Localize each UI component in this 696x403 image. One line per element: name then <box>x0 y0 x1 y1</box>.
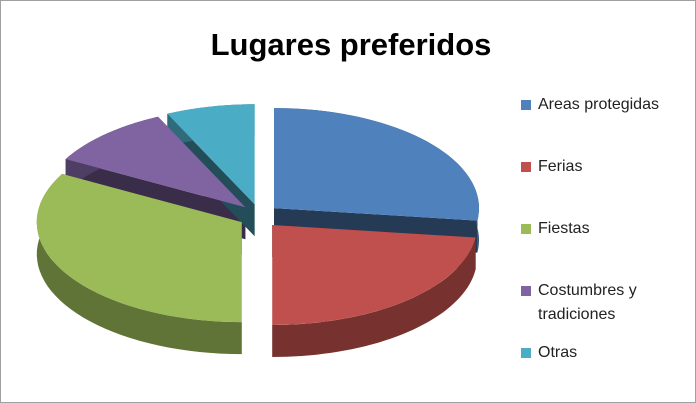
chart-title: Lugares preferidos <box>210 27 492 62</box>
pie-slice <box>65 116 246 208</box>
legend-swatch <box>521 100 531 110</box>
slice-side <box>272 237 476 357</box>
legend-swatch <box>521 348 531 358</box>
legend-label: Costumbres y tradiciones <box>538 282 637 323</box>
pie-slice <box>272 225 476 326</box>
slice-side <box>36 173 242 355</box>
legend-item: Ferias <box>521 155 691 179</box>
legend-label: Fiestas <box>538 220 590 237</box>
legend-label: Areas protegidas <box>538 96 659 113</box>
legend-item: Fiestas <box>521 217 691 241</box>
legend-item: Otras <box>521 341 691 365</box>
legend-swatch <box>521 162 531 172</box>
legend-label: Ferias <box>538 158 583 175</box>
legend-item: Areas protegidas <box>521 93 691 117</box>
legend-label: Otras <box>538 344 578 361</box>
pie-slice <box>167 104 255 205</box>
pie-slice <box>274 108 480 221</box>
legend-swatch <box>521 224 531 234</box>
pie-slice <box>36 173 242 323</box>
legend-item: Costumbres y tradiciones <box>521 279 691 327</box>
legend-swatch <box>521 286 531 296</box>
